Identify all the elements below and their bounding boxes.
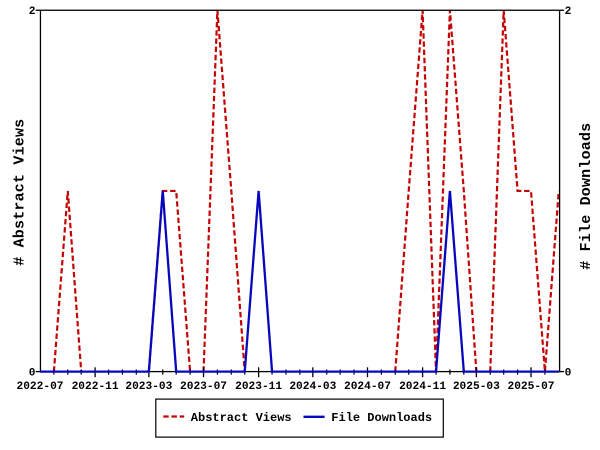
svg-text:2024-03: 2024-03 xyxy=(289,381,336,393)
svg-text:2023-11: 2023-11 xyxy=(235,381,282,393)
svg-text:2025-03: 2025-03 xyxy=(453,381,500,393)
svg-text:# Abstract Views: # Abstract Views xyxy=(12,119,29,266)
svg-text:# File Downloads: # File Downloads xyxy=(578,123,595,270)
svg-text:2024-11: 2024-11 xyxy=(399,381,446,393)
svg-text:2023-07: 2023-07 xyxy=(180,381,227,393)
svg-text:File Downloads: File Downloads xyxy=(331,411,432,425)
svg-text:2022-07: 2022-07 xyxy=(17,381,64,393)
svg-text:Abstract Views: Abstract Views xyxy=(191,411,292,425)
svg-text:2: 2 xyxy=(29,6,36,18)
svg-text:2023-03: 2023-03 xyxy=(125,381,172,393)
svg-text:0: 0 xyxy=(29,367,36,379)
svg-text:2025-07: 2025-07 xyxy=(508,381,555,393)
svg-text:2: 2 xyxy=(565,6,572,18)
svg-text:2022-11: 2022-11 xyxy=(72,381,119,393)
svg-text:2024-07: 2024-07 xyxy=(344,381,391,393)
svg-text:0: 0 xyxy=(565,367,572,379)
